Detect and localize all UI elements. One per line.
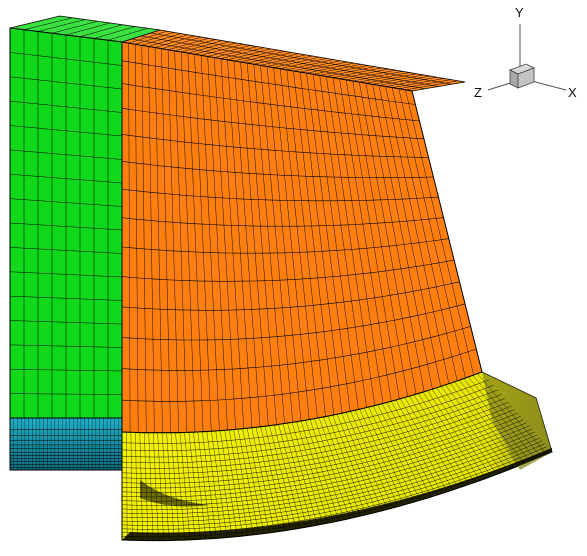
yellow-block (121, 371, 553, 542)
teal-block (9, 417, 123, 471)
orange-block (121, 29, 483, 434)
y-axis-label: Y (515, 5, 524, 20)
z-axis-label: Z (474, 85, 482, 100)
green-block (9, 15, 161, 419)
axis-gizmo: Y Z X (474, 5, 577, 100)
gizmo-cube (509, 63, 535, 89)
x-axis-label: X (568, 85, 577, 100)
